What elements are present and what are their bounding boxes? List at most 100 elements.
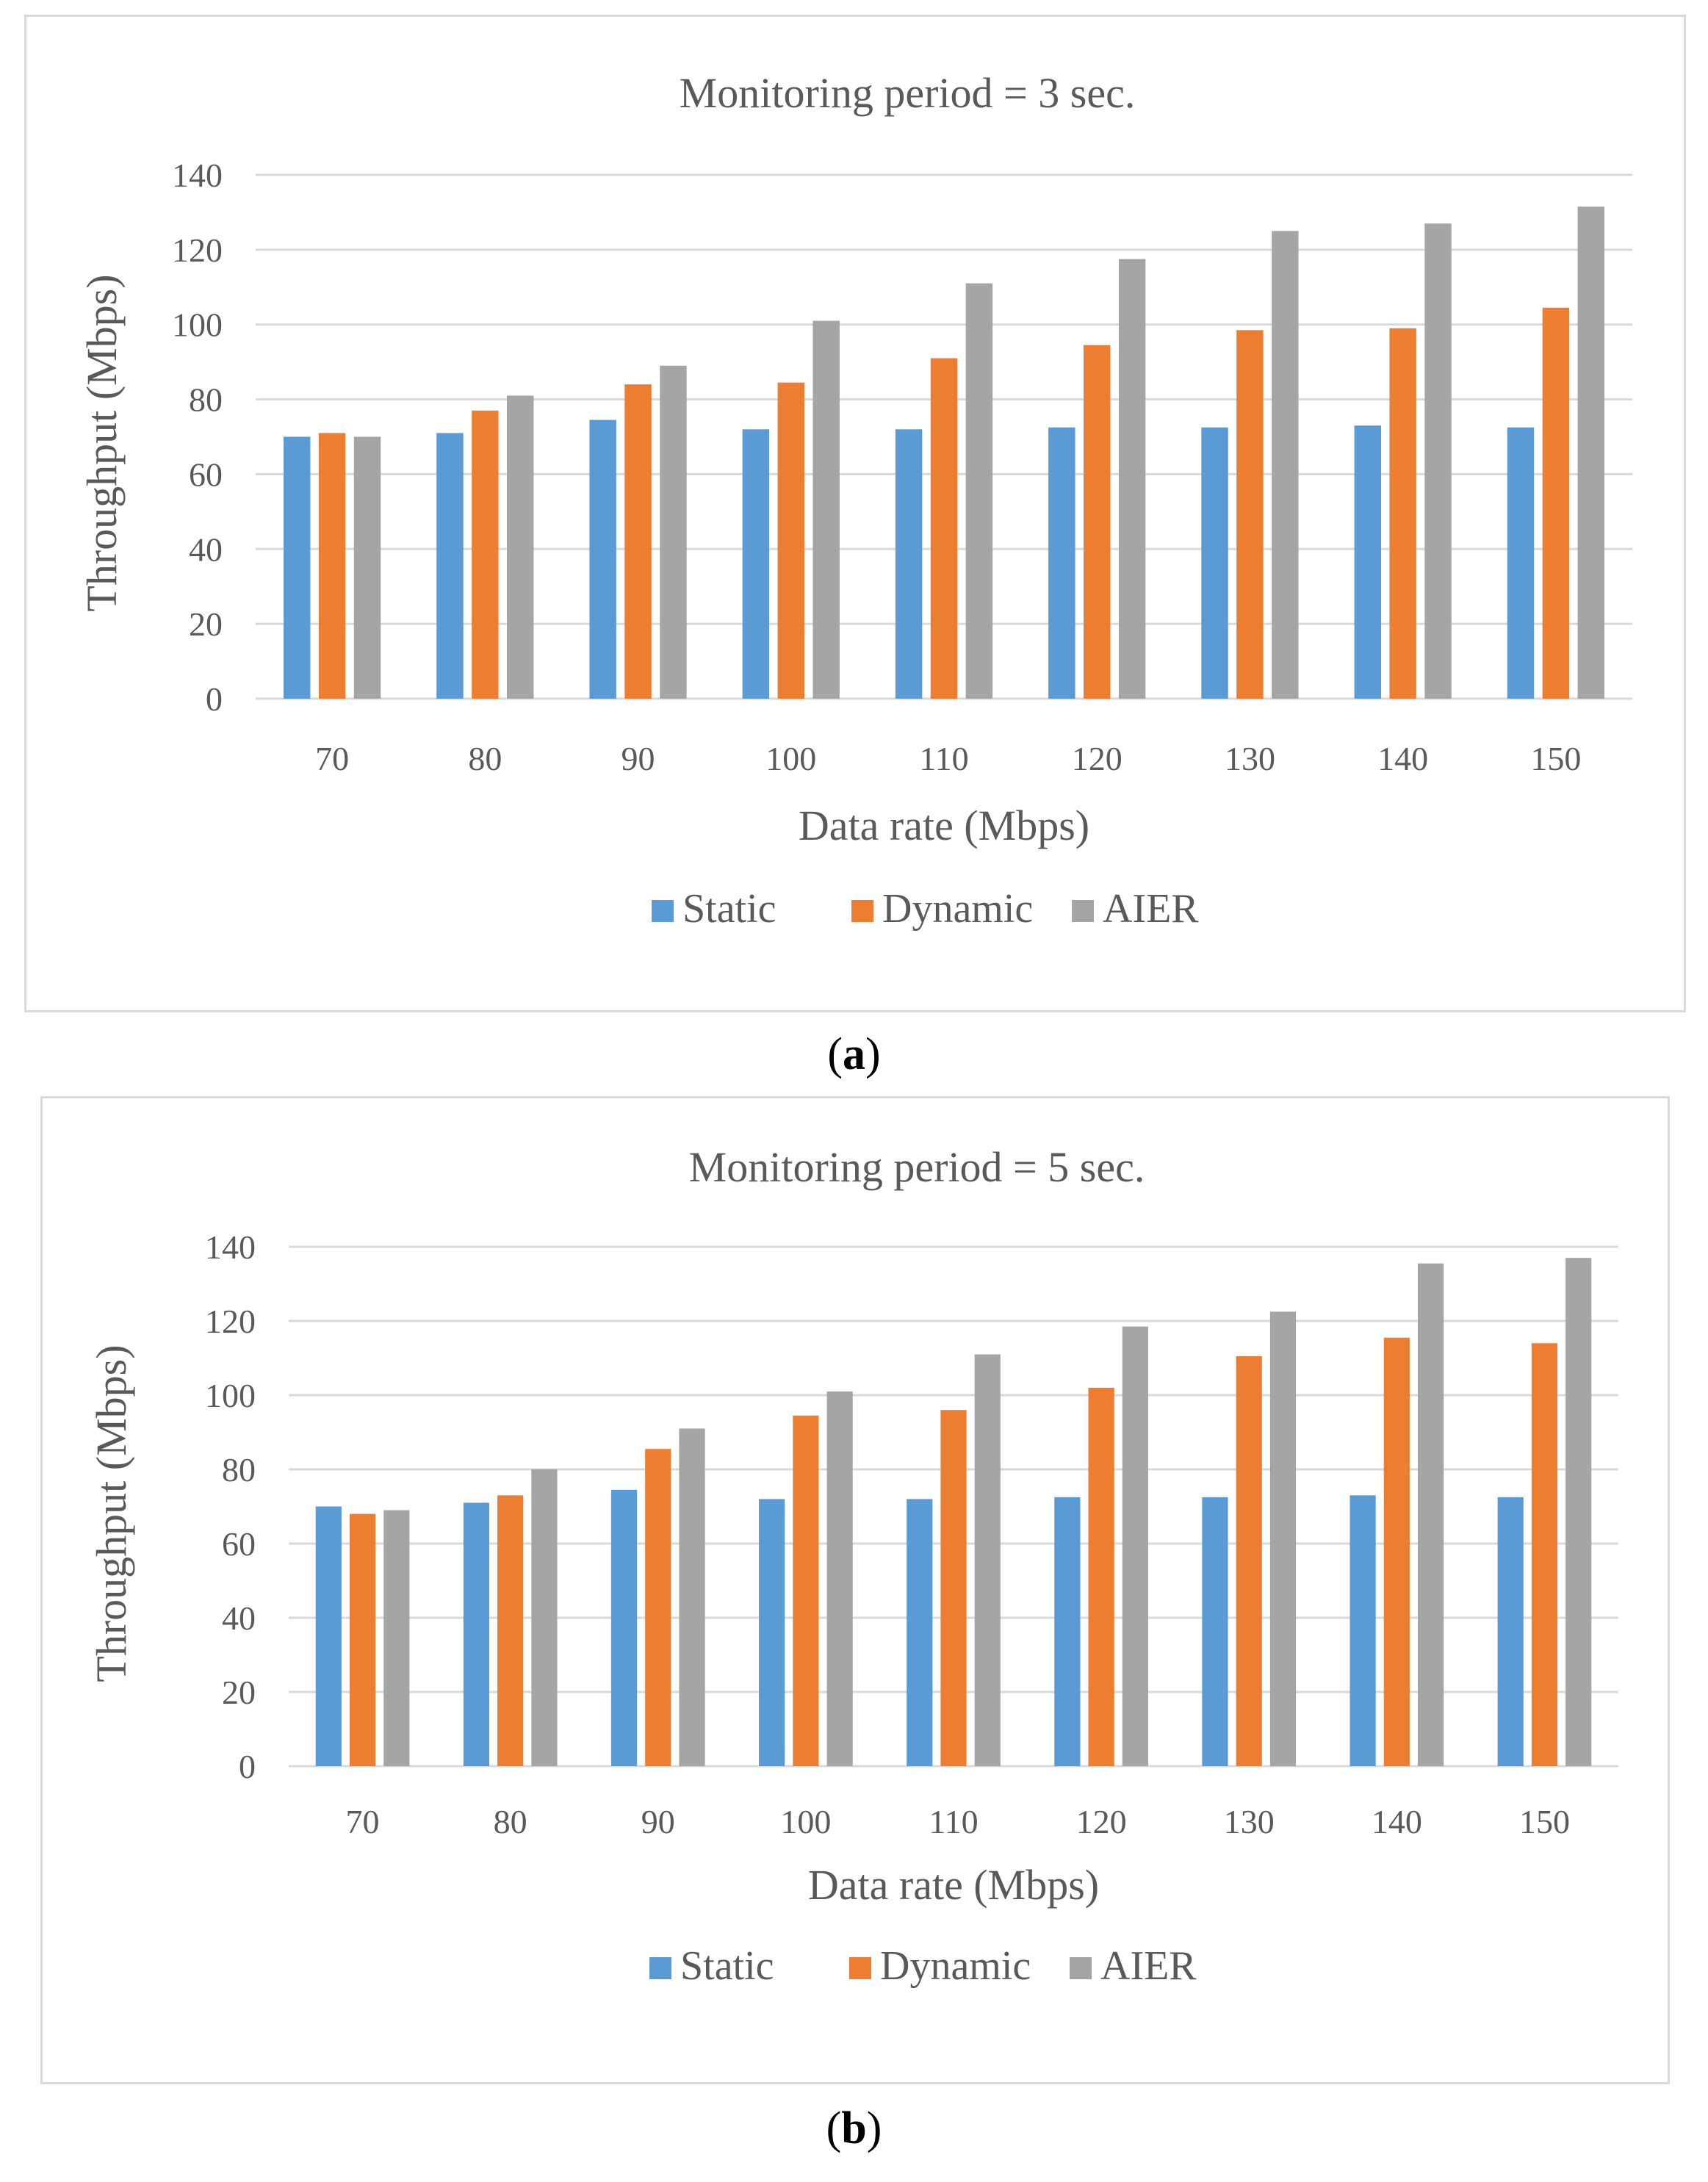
bar-dynamic-90	[645, 1449, 671, 1766]
bar-aier-70	[383, 1510, 410, 1766]
x-tick-label: 130	[1225, 740, 1275, 777]
y-tick-label: 20	[222, 1674, 256, 1711]
bar-dynamic-140	[1389, 328, 1416, 699]
y-tick-label: 60	[189, 456, 223, 493]
bar-dynamic-110	[930, 358, 958, 699]
bar-dynamic-80	[472, 410, 499, 699]
bar-static-100	[742, 429, 770, 699]
x-tick-label: 120	[1072, 740, 1123, 777]
legend-swatch-static	[649, 1957, 671, 1979]
bar-static-150	[1507, 427, 1535, 699]
bar-static-110	[907, 1499, 933, 1766]
y-tick-label: 40	[222, 1599, 256, 1637]
legend-label-dynamic: Dynamic	[880, 1943, 1031, 1989]
x-tick-label: 140	[1372, 1803, 1422, 1840]
x-tick-label: 130	[1224, 1803, 1275, 1840]
figure-caption-b: (b)	[826, 2103, 882, 2153]
bar-aier-80	[507, 395, 534, 699]
chart-panel-b: Monitoring period = 5 sec. 0 20 40 60 80 100 12…	[40, 1096, 1670, 2084]
x-tick-label: 120	[1076, 1803, 1127, 1840]
bar-static-130	[1201, 427, 1228, 699]
bar-dynamic-100	[777, 382, 804, 699]
y-tick-label: 140	[205, 1228, 256, 1266]
legend-swatch-dynamic	[851, 900, 873, 922]
bar-static-70	[284, 436, 311, 699]
bar-aier-150	[1565, 1258, 1592, 1766]
x-axis-label: Data rate (Mbps)	[799, 802, 1089, 849]
legend-label-aier: AIER	[1103, 886, 1199, 932]
x-tick-label: 90	[641, 1803, 675, 1840]
y-tick-label: 100	[205, 1377, 256, 1414]
bar-dynamic-70	[349, 1513, 376, 1766]
x-tick-label: 110	[919, 740, 968, 777]
bar-aier-140	[1424, 223, 1452, 699]
x-tick-label: 150	[1530, 740, 1581, 777]
bar-dynamic-130	[1236, 1355, 1262, 1766]
bar-static-70	[315, 1506, 342, 1766]
legend-label-aier: AIER	[1100, 1943, 1197, 1989]
y-tick-label: 120	[172, 231, 223, 269]
chart-b: Monitoring period = 5 sec. 0 20 40 60 80 100 12…	[87, 1143, 1618, 1989]
legend-swatch-dynamic	[849, 1957, 871, 1979]
bar-aier-130	[1272, 231, 1299, 699]
bar-aier-140	[1417, 1263, 1444, 1766]
bar-static-130	[1202, 1497, 1228, 1766]
bar-aier-130	[1269, 1311, 1297, 1766]
x-tick-label: 80	[468, 740, 502, 777]
bar-static-80	[436, 433, 464, 699]
legend-label-static: Static	[682, 886, 776, 932]
figure-caption-a: (a)	[827, 1029, 881, 1079]
bar-aier-70	[353, 436, 381, 699]
bar-dynamic-110	[940, 1410, 967, 1766]
x-tick-label: 90	[621, 740, 655, 777]
y-tick-label: 100	[172, 306, 223, 344]
bar-dynamic-90	[624, 384, 652, 699]
legend-label-dynamic: Dynamic	[882, 886, 1033, 932]
x-tick-label: 100	[780, 1803, 831, 1840]
x-tick-label: 150	[1519, 1803, 1570, 1840]
legend-swatch-aier	[1070, 1957, 1092, 1979]
x-tick-label: 110	[929, 1803, 978, 1840]
bar-static-120	[1054, 1497, 1081, 1766]
y-axis-label: Throughput (Mbps)	[87, 1344, 135, 1682]
y-tick-label: 40	[189, 530, 223, 568]
y-tick-label: 80	[222, 1451, 256, 1488]
x-tick-label: 70	[315, 740, 349, 777]
bar-aier-100	[826, 1391, 853, 1766]
bar-aier-90	[660, 365, 687, 699]
bar-dynamic-80	[497, 1495, 524, 1766]
bar-static-90	[589, 420, 616, 699]
bar-dynamic-150	[1531, 1343, 1558, 1766]
legend-label-static: Static	[680, 1943, 774, 1989]
bar-aier-120	[1122, 1326, 1148, 1766]
bar-dynamic-100	[793, 1415, 819, 1766]
legend-swatch-aier	[1072, 900, 1094, 922]
y-tick-label: 60	[222, 1525, 256, 1563]
chart-panel-a: Monitoring period = 3 sec. 0 20 40 60 80 100 12…	[24, 15, 1686, 1012]
y-tick-label: 0	[239, 1748, 256, 1785]
bar-dynamic-150	[1542, 307, 1570, 699]
bar-dynamic-130	[1236, 330, 1264, 699]
y-tick-label: 140	[172, 156, 223, 194]
x-axis-label: Data rate (Mbps)	[808, 1861, 1099, 1909]
legend-swatch-static	[652, 900, 674, 922]
bar-aier-110	[974, 1354, 1001, 1766]
bar-static-100	[759, 1499, 785, 1766]
bar-static-140	[1354, 425, 1381, 699]
bar-aier-80	[531, 1469, 558, 1766]
x-tick-label: 140	[1377, 740, 1428, 777]
chart-title: Monitoring period = 3 sec.	[680, 69, 1136, 117]
bar-static-90	[610, 1489, 638, 1766]
bar-aier-110	[965, 283, 993, 699]
bar-dynamic-140	[1383, 1337, 1410, 1766]
x-tick-label: 80	[494, 1803, 527, 1840]
bar-dynamic-70	[318, 433, 346, 699]
bar-aier-120	[1118, 259, 1146, 699]
bar-static-140	[1350, 1495, 1376, 1766]
y-tick-label: 0	[206, 680, 223, 718]
bar-static-80	[463, 1502, 490, 1766]
bar-aier-100	[812, 320, 840, 699]
bar-static-150	[1497, 1497, 1524, 1766]
bar-aier-90	[679, 1428, 705, 1766]
bar-dynamic-120	[1088, 1387, 1114, 1766]
